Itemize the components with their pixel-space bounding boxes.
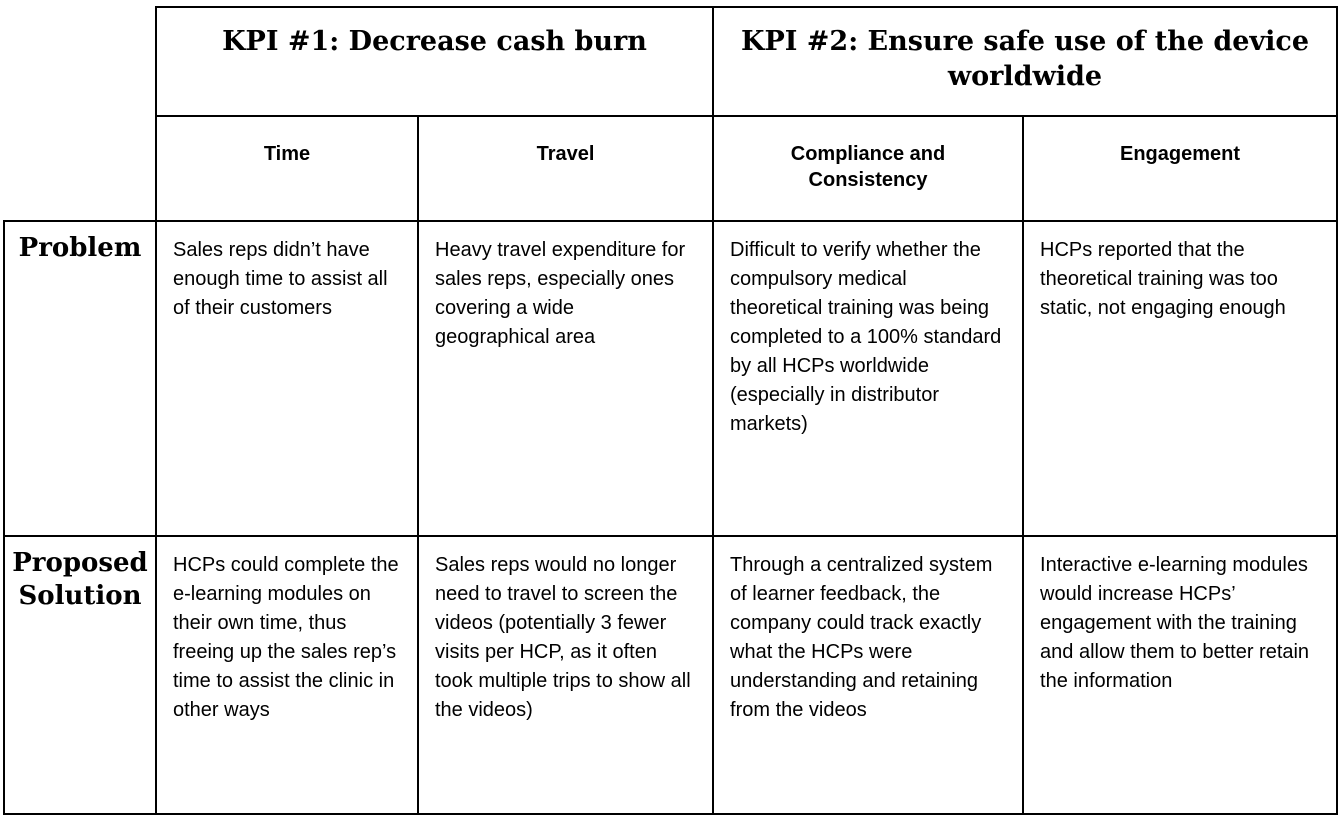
problem-cell-time: Sales reps didn’t have enough time to as…	[155, 220, 419, 537]
column-header-travel: Travel	[416, 115, 715, 222]
kpi-header-row: KPI #1: Decrease cash burn KPI #2: Ensur…	[154, 6, 1339, 117]
column-header-engagement: Engagement	[1022, 115, 1339, 222]
kpi2-header-cell: KPI #2: Ensure safe use of the device wo…	[712, 6, 1339, 117]
problem-row-label: Problem	[3, 220, 157, 537]
kpi-table: KPI #1: Decrease cash burn KPI #2: Ensur…	[154, 6, 1339, 815]
problem-cell-compliance: Difficult to verify whether the compulso…	[712, 220, 1025, 537]
proposed-solution-row-label: Proposed Solution	[3, 535, 157, 815]
column-header-row: Time Travel Compliance and Consistency E…	[155, 115, 1339, 222]
proposed-solution-row: HCPs could complete the e-learning modul…	[155, 535, 1339, 815]
row-label-table: Problem Proposed Solution	[3, 220, 157, 815]
solution-cell-travel: Sales reps would no longer need to trave…	[416, 535, 715, 815]
column-header-time: Time	[155, 115, 419, 222]
problem-row: Sales reps didn’t have enough time to as…	[155, 220, 1339, 537]
table-row: Proposed Solution	[3, 535, 157, 815]
solution-cell-compliance: Through a centralized system of learner …	[712, 535, 1025, 815]
problem-cell-travel: Heavy travel expenditure for sales reps,…	[416, 220, 715, 537]
solution-cell-time: HCPs could complete the e-learning modul…	[155, 535, 419, 815]
solution-cell-engagement: Interactive e-learning modules would inc…	[1022, 535, 1339, 815]
table-row: Problem	[3, 220, 157, 537]
problem-cell-engagement: HCPs reported that the theoretical train…	[1022, 220, 1339, 537]
kpi1-header-cell: KPI #1: Decrease cash burn	[154, 6, 715, 117]
column-header-compliance-consistency: Compliance and Consistency	[712, 115, 1025, 222]
